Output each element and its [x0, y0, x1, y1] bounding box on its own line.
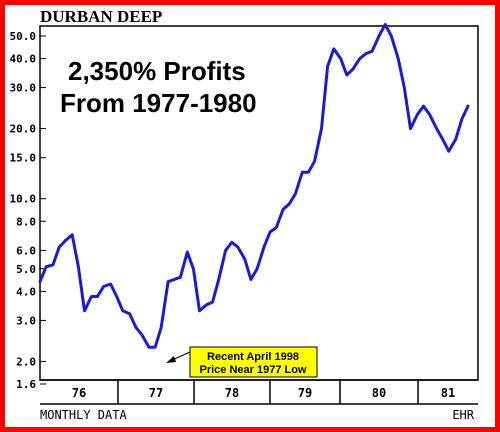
y-tick-label: 30.0: [10, 82, 37, 95]
y-tick-label: 40.0: [10, 53, 37, 66]
x-tick-label: 76: [72, 386, 86, 400]
annotation-callout: Recent April 1998 Price Near 1977 Low: [166, 346, 318, 378]
y-tick-label: 1.6: [16, 378, 36, 391]
x-tick-label: 81: [441, 386, 455, 400]
x-tick-label: 78: [225, 386, 239, 400]
annotation-box: [189, 346, 318, 378]
y-tick-label: 50.0: [10, 30, 37, 43]
y-axis: 50.0 40.0 30.0 20.0 15.0 10.0 8.0 6.0 5.0 4.0 3.0 2…: [10, 30, 46, 391]
footer-right-label: EHR: [452, 408, 474, 422]
y-tick-label: 15.0: [10, 152, 37, 165]
chart-title: DURBAN DEEP: [40, 7, 162, 26]
x-tick-label: 77: [149, 386, 163, 400]
headline-line-1: 2,350% Profits: [68, 56, 246, 86]
x-tick-label: 80: [372, 386, 386, 400]
x-axis: 76 77 78 79 80 81: [72, 380, 455, 404]
footer-left-label: MONTHLY DATA: [40, 408, 127, 422]
annotation-arrow-head: [166, 356, 176, 363]
price-series-line: [38, 23, 470, 349]
y-tick-label: 4.0: [16, 285, 36, 298]
headline-line-2: From 1977-1980: [60, 88, 257, 118]
y-tick-label: 10.0: [10, 193, 37, 206]
y-tick-label: 6.0: [16, 244, 36, 257]
y-tick-label: 2.0: [16, 355, 36, 368]
annotation-line-1: Recent April 1998: [207, 351, 299, 363]
y-tick-label: 5.0: [16, 263, 36, 276]
annotation-line-2: Price Near 1977 Low: [199, 364, 306, 376]
y-tick-label: 8.0: [16, 215, 36, 228]
y-tick-label: 3.0: [16, 314, 36, 327]
y-tick-label: 20.0: [10, 123, 37, 136]
x-tick-label: 79: [298, 386, 312, 400]
